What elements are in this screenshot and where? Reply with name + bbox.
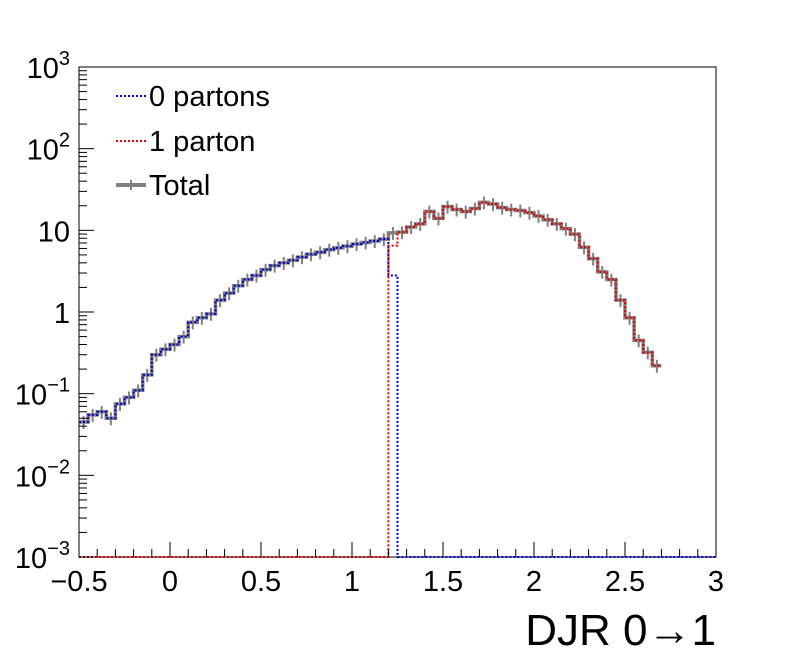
y-tick-label: 10−3 <box>15 538 70 575</box>
y-tick-base: 10 <box>15 543 47 575</box>
y-tick-exponent: −3 <box>47 538 70 560</box>
y-tick-label: 10 <box>38 216 70 248</box>
y-tick-base: 10 <box>27 53 59 85</box>
y-tick-label: 10−1 <box>15 375 70 412</box>
x-tick-label: 2 <box>526 566 542 598</box>
x-tick-label: 0 <box>162 566 178 598</box>
x-tick-label: 1.5 <box>423 566 463 598</box>
x-axis: −0.5 0 0.5 1 1.5 2 2.5 3 <box>50 542 724 598</box>
y-tick-exponent: −2 <box>47 456 70 478</box>
legend-label: 1 parton <box>149 126 255 158</box>
legend-label: 0 partons <box>149 81 270 113</box>
x-tick-label: 0.5 <box>241 566 281 598</box>
y-tick-base: 10 <box>15 461 47 493</box>
y-tick-base: 10 <box>38 216 70 248</box>
y-tick-label: 102 <box>27 130 70 167</box>
y-tick-exponent: 3 <box>59 48 70 70</box>
legend: 0 partons 1 parton Total <box>116 81 270 202</box>
x-tick-label: 1 <box>344 566 360 598</box>
series-0-partons <box>79 238 716 558</box>
x-axis-title: DJR 0→1 <box>525 606 716 655</box>
y-tick-label: 1 <box>54 298 70 330</box>
x-tick-label: −0.5 <box>50 566 107 598</box>
y-tick-label: 10−2 <box>15 456 70 493</box>
x-tick-label: 3 <box>708 566 724 598</box>
y-tick-exponent: 2 <box>59 130 70 152</box>
y-tick-base: 1 <box>54 298 70 330</box>
series-1-parton <box>79 201 662 558</box>
y-tick-exponent: −1 <box>47 375 70 397</box>
y-tick-base: 10 <box>15 380 47 412</box>
x-tick-label: 2.5 <box>605 566 645 598</box>
series-layer <box>79 196 716 558</box>
legend-label: Total <box>149 170 210 202</box>
y-tick-label: 103 <box>27 48 70 85</box>
y-tick-base: 10 <box>27 135 59 167</box>
